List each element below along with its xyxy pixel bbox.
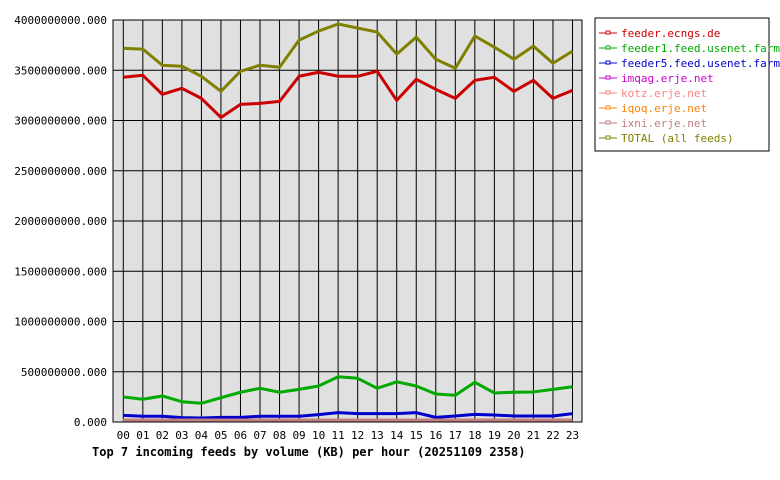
legend-marker: [605, 90, 611, 95]
y-tick-label: 2000000000.000: [14, 215, 107, 228]
x-tick-label: 18: [468, 429, 481, 442]
legend-label: kotz.erje.net: [621, 87, 707, 100]
x-tick-label: 20: [507, 429, 520, 442]
y-tick-label: 2500000000.000: [14, 165, 107, 178]
y-tick-label: 3000000000.000: [14, 115, 107, 128]
y-axis: 0.000 500000000.000 1000000000.000 15000000…: [14, 14, 107, 429]
legend-marker: [605, 75, 611, 80]
x-tick-label: 10: [312, 429, 325, 442]
x-tick-label: 23: [566, 429, 579, 442]
legend-marker: [605, 45, 611, 50]
x-tick-label: 00: [117, 429, 130, 442]
x-tick-label: 02: [156, 429, 169, 442]
x-tick-label: 01: [136, 429, 149, 442]
x-tick-label: 16: [429, 429, 442, 442]
x-tick-label: 09: [292, 429, 305, 442]
x-tick-label: 08: [273, 429, 286, 442]
legend-marker: [605, 60, 611, 65]
y-tick-label: 500000000.000: [21, 366, 107, 379]
x-tick-label: 05: [214, 429, 227, 442]
x-tick-label: 14: [390, 429, 404, 442]
x-tick-label: 03: [175, 429, 188, 442]
legend-label: TOTAL (all feeds): [621, 132, 734, 145]
legend-label: feeder5.feed.usenet.farm: [621, 57, 780, 70]
x-axis: 00 01 02 03 04 05 06 07 08 09 10 11 12 13 14 15 16 17 18 19…: [117, 429, 579, 442]
y-tick-label: 1500000000.000: [14, 265, 107, 278]
x-tick-label: 04: [195, 429, 209, 442]
y-tick-label: 0.000: [74, 416, 107, 429]
legend-label: iqoq.erje.net: [621, 102, 707, 115]
x-tick-label: 21: [527, 429, 540, 442]
x-tick-label: 15: [410, 429, 423, 442]
x-tick-label: 22: [546, 429, 559, 442]
plot-frame: [112, 19, 583, 423]
x-tick-label: 12: [351, 429, 364, 442]
x-tick-label: 13: [371, 429, 384, 442]
x-tick-label: 06: [234, 429, 247, 442]
legend-label: feeder.ecngs.de: [621, 27, 720, 40]
series-lines: [123, 22, 574, 422]
x-tick-label: 07: [253, 429, 266, 442]
legend: feeder.ecngs.de feeder1.feed.usenet.farm f…: [594, 17, 780, 152]
legend-label: imqag.erje.net: [621, 72, 714, 85]
x-tick-label: 19: [488, 429, 501, 442]
series-line-2: [123, 411, 573, 420]
legend-marker: [605, 105, 611, 110]
y-tick-label: 4000000000.000: [14, 14, 107, 27]
series-line-0: [123, 69, 574, 119]
x-tick-label: 11: [332, 429, 345, 442]
legend-marker: [605, 120, 611, 125]
legend-marker: [605, 30, 611, 35]
series-line-1: [123, 375, 573, 405]
series-line-7: [123, 22, 574, 93]
legend-label: ixni.erje.net: [621, 117, 707, 130]
legend-label: feeder1.feed.usenet.farm: [621, 42, 780, 55]
chart-title: Top 7 incoming feeds by volume (KB) per …: [92, 445, 525, 459]
y-tick-label: 3500000000.000: [14, 64, 107, 77]
y-tick-label: 1000000000.000: [14, 316, 107, 329]
legend-marker: [605, 135, 611, 140]
x-tick-label: 17: [449, 429, 462, 442]
